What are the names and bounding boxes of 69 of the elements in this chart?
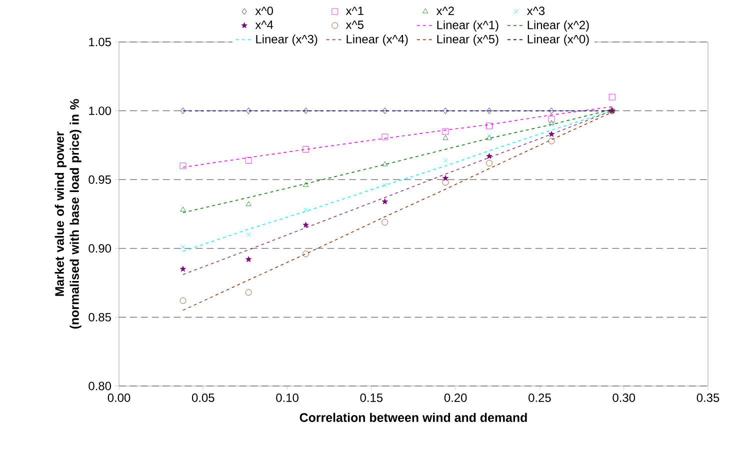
legend-label: x^0 (255, 6, 273, 16)
point (245, 157, 252, 164)
point (246, 108, 252, 114)
legend-label: Linear (x^0) (528, 34, 589, 46)
point (442, 135, 448, 140)
point (486, 160, 492, 166)
point (382, 161, 388, 166)
x-tick-label: 0.25 (528, 394, 551, 402)
x-tick-label: 0.15 (360, 394, 383, 402)
point (180, 266, 186, 272)
point (246, 232, 251, 237)
x-tick-label: 0.35 (696, 394, 720, 402)
point (486, 133, 492, 138)
y-tick-label: 1.05 (89, 38, 111, 46)
point (486, 108, 492, 114)
legend-label: x^1 (346, 6, 364, 15)
legend-label: Linear (x^2) (528, 20, 589, 32)
point (442, 179, 449, 186)
legend-label: x^2 (436, 6, 454, 15)
point (608, 94, 616, 100)
y-tick-label: 0.95 (88, 175, 111, 184)
point (443, 108, 448, 114)
point (382, 198, 388, 204)
point (180, 162, 186, 170)
point (303, 108, 308, 114)
x-axis-title: Correlation between wind and demand (300, 412, 527, 422)
x-tick-label: 0.10 (276, 394, 298, 402)
point (382, 108, 388, 114)
legend-label: Linear (x^5) (437, 34, 498, 46)
x-tick-label: 0.05 (192, 394, 214, 402)
point (443, 158, 448, 163)
point (180, 298, 186, 304)
y-tick-label: 0.80 (88, 382, 112, 390)
point (548, 120, 554, 125)
x-tick-label: 0.30 (612, 394, 636, 402)
point (548, 116, 555, 122)
point (549, 108, 554, 114)
point (180, 244, 186, 250)
point (486, 135, 492, 140)
point (486, 153, 492, 159)
point (382, 134, 388, 140)
legend-label: Linear (x^1) (437, 20, 498, 32)
point (180, 108, 186, 114)
point (246, 256, 252, 262)
y-tick-label: 1.00 (89, 106, 112, 116)
point (382, 182, 388, 188)
point (246, 201, 252, 206)
point (442, 128, 449, 135)
legend-label: x^4 (255, 20, 274, 29)
point (302, 222, 309, 228)
legend-label: x^5 (346, 20, 364, 29)
point (382, 219, 388, 226)
legend-label: x^3 (526, 6, 545, 16)
point (548, 138, 555, 144)
point (548, 131, 555, 137)
y-tick-label: 0.90 (88, 244, 112, 253)
point (302, 146, 309, 153)
point (486, 122, 492, 130)
x-tick-label: 0.00 (108, 394, 130, 402)
point (180, 206, 186, 212)
point (302, 250, 309, 258)
point (303, 208, 308, 212)
y-tick-label: 0.85 (88, 312, 111, 322)
legend-label: Linear (x^3) (256, 34, 318, 46)
x-tick-label: 0.20 (444, 394, 467, 402)
y-axis-title: Market value of wind power (normalised with base load price) in % (54, 99, 82, 329)
point (303, 182, 309, 187)
legend-label: Linear (x^4) (346, 34, 408, 46)
point (245, 289, 252, 296)
